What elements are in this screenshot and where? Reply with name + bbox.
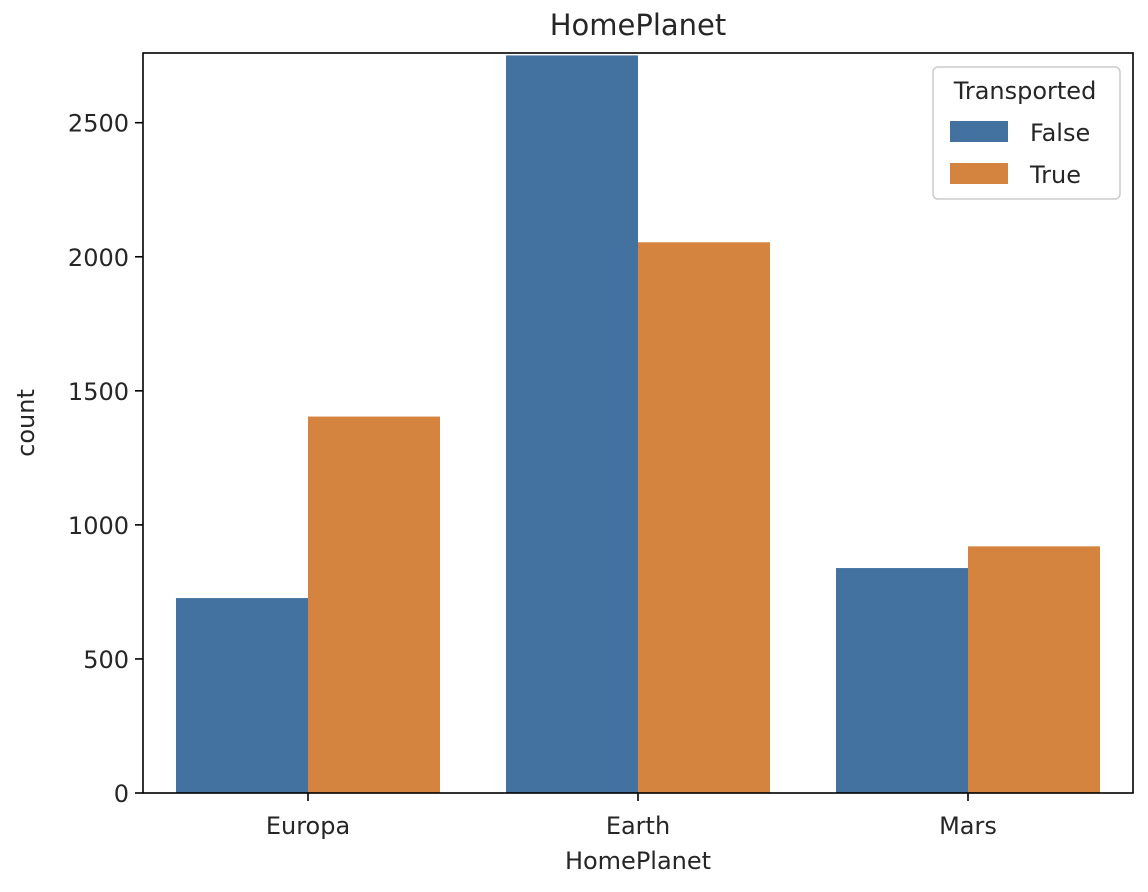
bar-europa-false (176, 598, 308, 793)
bar-earth-false (506, 55, 638, 794)
y-axis: 0 500 1000 1500 2000 2500 (68, 110, 143, 808)
x-tick-label: Europa (266, 812, 350, 840)
bars-group (176, 55, 1100, 794)
legend-items: False True (950, 119, 1090, 189)
x-axis: Europa Earth Mars (266, 793, 997, 840)
y-axis-label: count (12, 389, 40, 457)
bar-europa-true (308, 416, 440, 793)
legend-swatch-false (950, 121, 1008, 142)
legend-label-true: True (1029, 161, 1081, 189)
y-tick-label: 2000 (68, 244, 129, 272)
plot-frame (142, 52, 1134, 794)
y-tick-label: 500 (83, 646, 129, 674)
x-tick-label: Mars (939, 812, 997, 840)
legend: Transported False True (932, 66, 1121, 200)
legend-swatch-true (950, 163, 1008, 184)
y-tick-label: 0 (114, 780, 129, 808)
bar-earth-true (638, 242, 770, 793)
y-tick-label: 1500 (68, 378, 129, 406)
y-tick-label: 1000 (68, 512, 129, 540)
x-tick-label: Earth (606, 812, 670, 840)
chart-title: HomePlanet (550, 8, 727, 42)
legend-label-false: False (1030, 119, 1090, 147)
bar-mars-true (968, 546, 1100, 793)
x-axis-label: HomePlanet (565, 847, 711, 875)
y-tick-label: 2500 (68, 110, 129, 138)
bar-mars-false (836, 568, 968, 793)
legend-title: Transported (953, 77, 1097, 105)
